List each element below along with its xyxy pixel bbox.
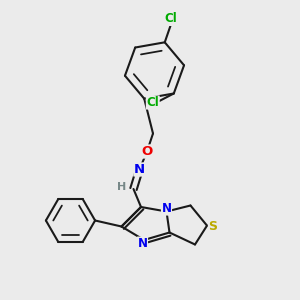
Text: O: O [141,145,153,158]
Text: N: N [134,163,145,176]
Text: N: N [137,237,148,250]
Text: H: H [117,182,126,192]
Text: S: S [208,220,217,233]
Text: Cl: Cl [164,12,177,26]
Text: Cl: Cl [146,96,159,109]
Text: N: N [161,202,172,215]
